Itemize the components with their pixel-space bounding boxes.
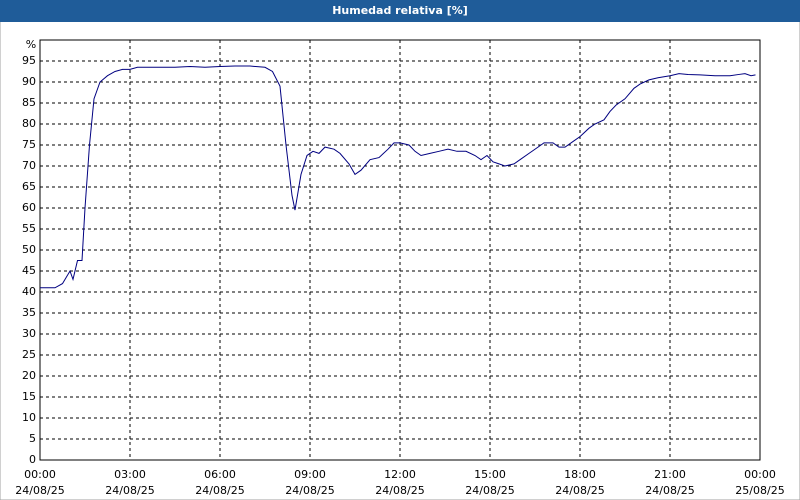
y-tick-label: 0 [29, 453, 36, 466]
x-tick-label: 21:00 [654, 468, 686, 481]
y-tick-label: 15 [22, 390, 36, 403]
y-tick-label: 80 [22, 117, 36, 130]
x-tick-label: 18:00 [564, 468, 596, 481]
chart-title: Humedad relativa [%] [332, 4, 468, 17]
y-tick-label: 60 [22, 201, 36, 214]
x-tick-date: 24/08/25 [645, 484, 694, 497]
y-axis-label: % [26, 38, 36, 51]
x-tick-date: 24/08/25 [555, 484, 604, 497]
x-tick-label: 00:00 [24, 468, 56, 481]
y-tick-label: 65 [22, 180, 36, 193]
y-tick-label: 50 [22, 243, 36, 256]
y-tick-label: 70 [22, 159, 36, 172]
x-tick-label: 12:00 [384, 468, 416, 481]
y-tick-label: 30 [22, 327, 36, 340]
x-tick-label: 03:00 [114, 468, 146, 481]
y-tick-label: 45 [22, 264, 36, 277]
y-tick-label: 10 [22, 411, 36, 424]
x-tick-label: 15:00 [474, 468, 506, 481]
y-tick-label: 55 [22, 222, 36, 235]
data-line [40, 65, 756, 289]
y-tick-label: 90 [22, 75, 36, 88]
x-tick-date: 24/08/25 [195, 484, 244, 497]
y-tick-label: 20 [22, 369, 36, 382]
y-tick-label: 35 [22, 306, 36, 319]
y-tick-label: 75 [22, 138, 36, 151]
x-tick-date: 24/08/25 [465, 484, 514, 497]
y-tick-label: 5 [29, 432, 36, 445]
x-tick-date: 24/08/25 [375, 484, 424, 497]
x-tick-label: 06:00 [204, 468, 236, 481]
x-tick-label: 09:00 [294, 468, 326, 481]
x-tick-label: 00:00 [744, 468, 776, 481]
x-tick-date: 24/08/25 [15, 484, 64, 497]
x-tick-date: 24/08/25 [105, 484, 154, 497]
y-tick-label: 25 [22, 348, 36, 361]
x-tick-date: 25/08/25 [735, 484, 784, 497]
y-tick-label: 85 [22, 96, 36, 109]
title-bar [0, 0, 800, 22]
y-tick-label: 95 [22, 54, 36, 67]
y-tick-label: 40 [22, 285, 36, 298]
x-tick-date: 24/08/25 [285, 484, 334, 497]
